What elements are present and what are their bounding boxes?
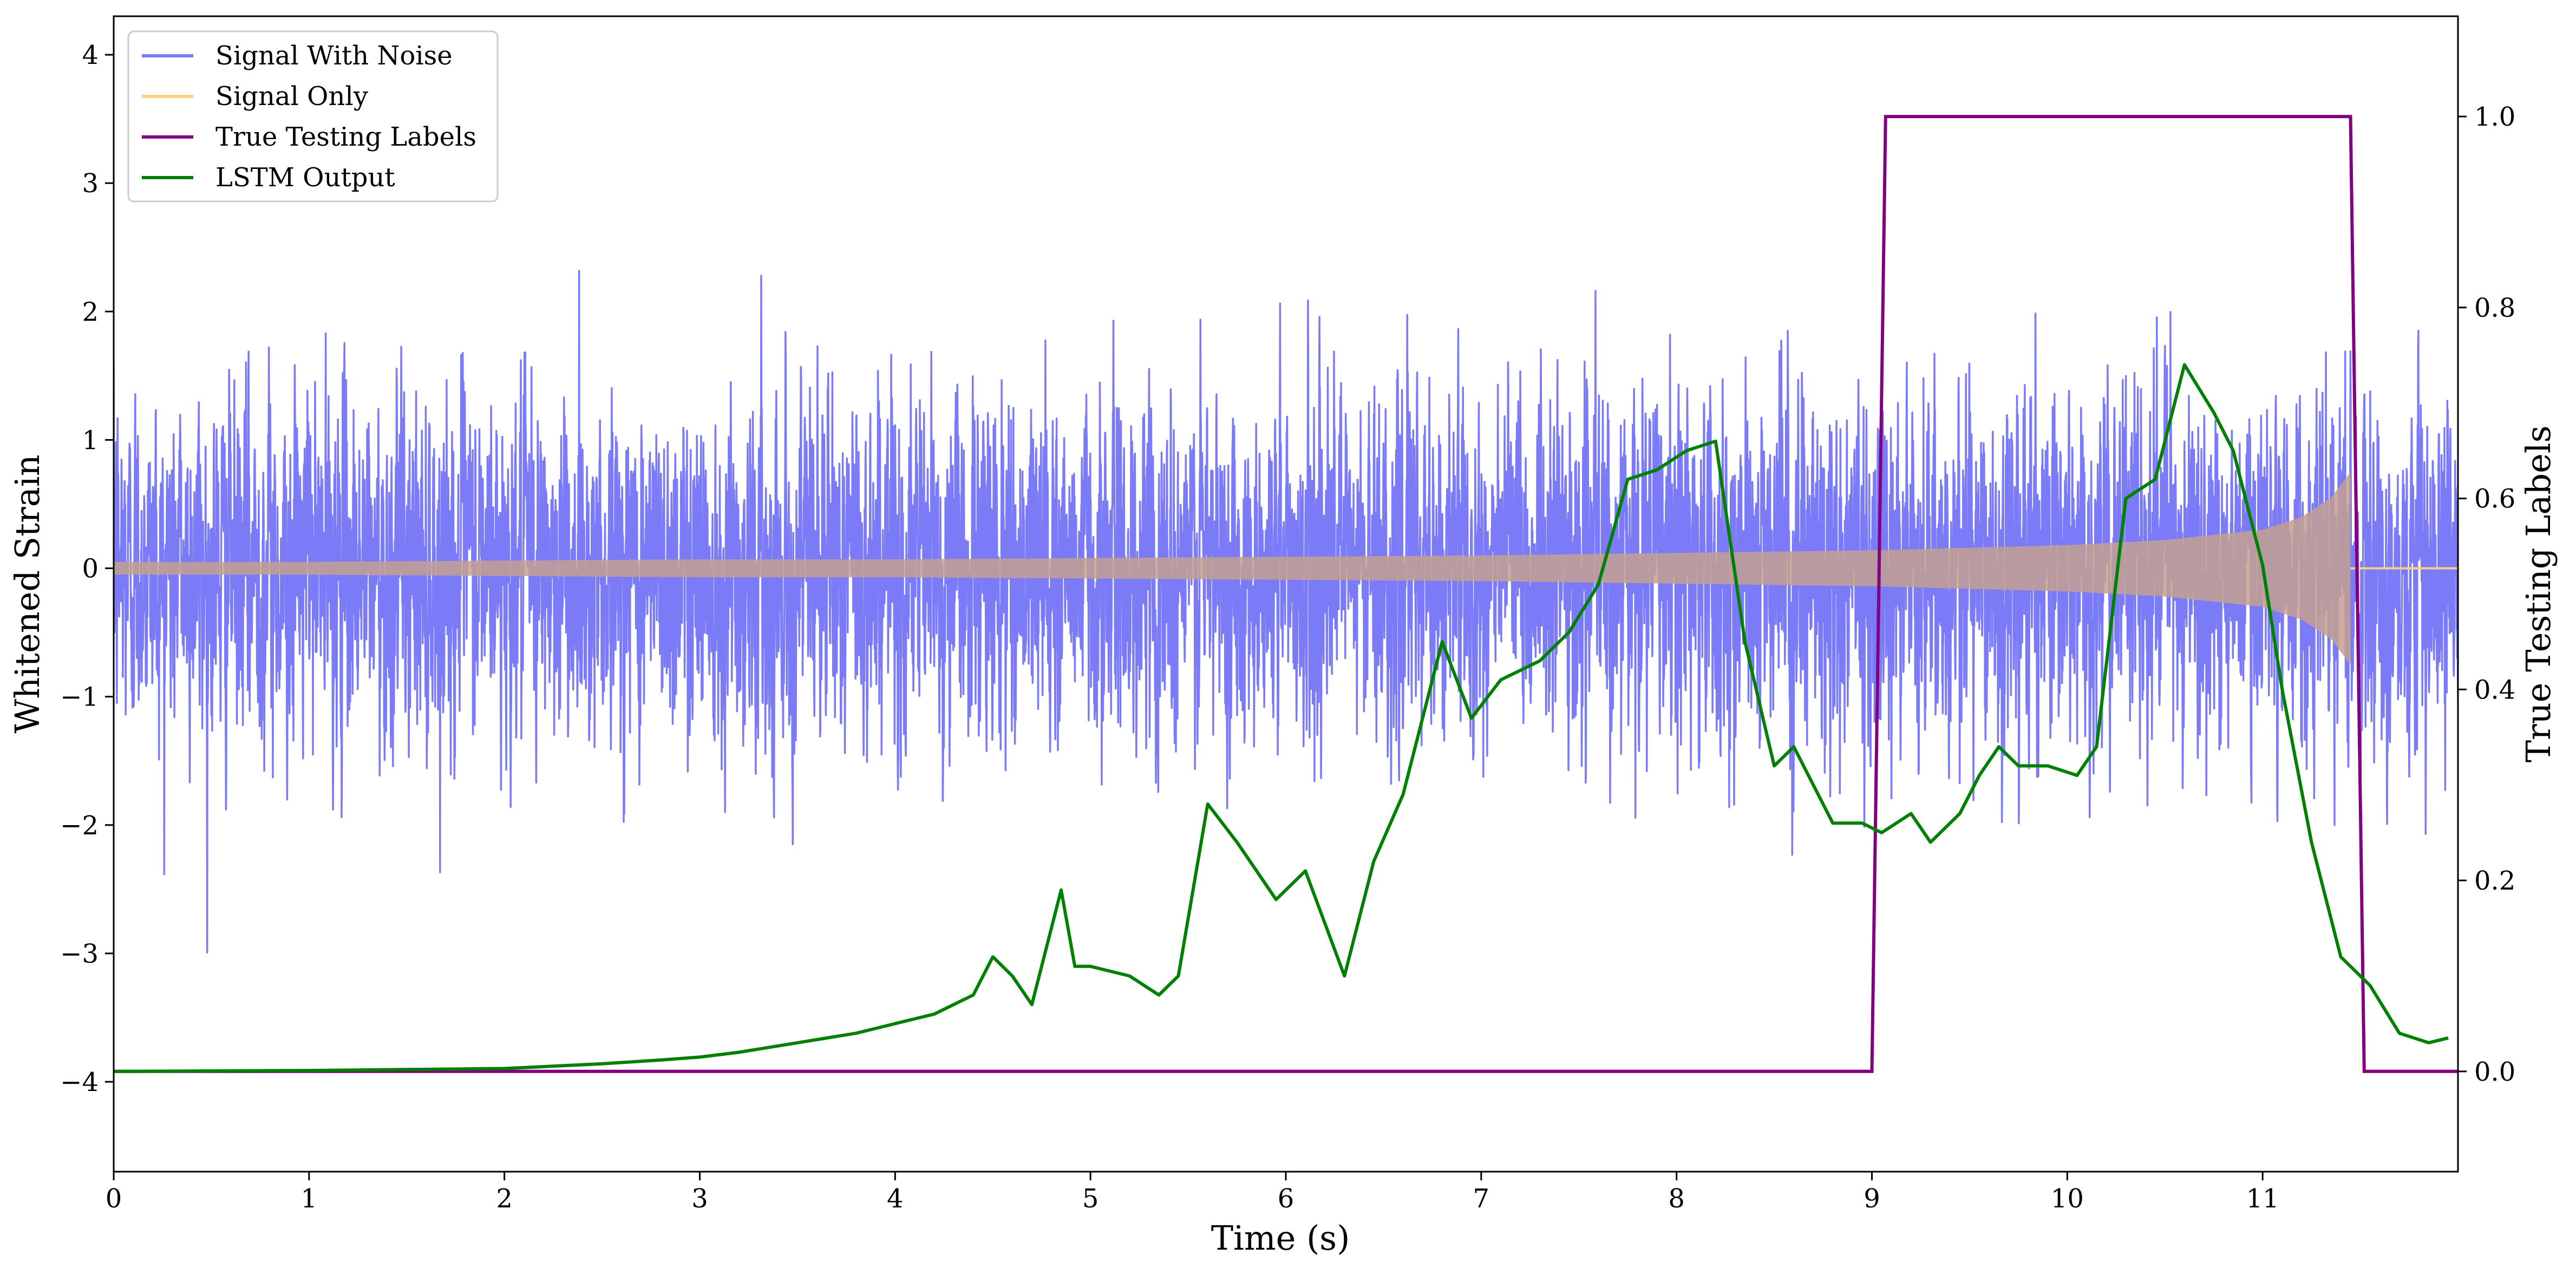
y-left-tick-label: 1 [82,425,99,455]
y-right-axis-ticks: 0.0 0.2 0.4 0.6 0.8 1.0 [2458,102,2515,1087]
y-right-axis-label: True Testing Labels [2519,426,2558,763]
true-testing-labels-line [114,115,2458,1073]
legend-entry: Signal Only [215,81,368,112]
x-tick-label: 1 [301,1184,318,1214]
plot-area [114,115,2458,1073]
x-tick-label: 3 [691,1184,708,1214]
legend-box [127,30,499,202]
y-right-tick-label: 0.0 [2474,1057,2515,1087]
y-right-tick-label: 0.8 [2474,293,2515,323]
x-tick-label: 8 [1668,1184,1685,1214]
x-tick-label: 4 [887,1184,904,1214]
signal-only-band [114,472,2351,665]
y-left-tick-label: −1 [60,682,99,713]
legend-entry: Signal With Noise [215,41,453,71]
y-left-axis-ticks: −4 −3 −2 −1 0 1 2 3 4 [60,40,114,1097]
x-tick-label: 0 [106,1184,122,1214]
y-left-tick-label: 0 [82,554,99,584]
y-right-tick-label: 0.4 [2474,675,2515,705]
legend-entry: LSTM Output [215,162,395,193]
y-right-tick-label: 0.2 [2474,866,2515,896]
legend-entry: True Testing Labels [215,122,476,152]
y-right-tick-label: 0.6 [2474,484,2515,514]
y-left-axis-label: Whitened Strain [8,455,47,734]
y-right-tick-label: 1.0 [2474,102,2515,132]
x-tick-label: 2 [496,1184,513,1214]
signal-with-noise-line [114,270,2458,954]
y-left-tick-label: 3 [82,168,99,199]
x-tick-label: 7 [1473,1184,1490,1214]
legend: Signal With Noise Signal Only True Testing… [127,30,499,202]
y-left-tick-label: 2 [82,297,99,327]
x-tick-label: 9 [1864,1184,1880,1214]
x-axis-ticks: 0 1 2 3 4 5 6 7 8 9 10 11 [106,1172,2279,1214]
y-left-tick-label: −4 [60,1067,99,1097]
lstm-output-line [114,363,2449,1073]
y-left-tick-label: −3 [60,939,99,969]
x-tick-label: 5 [1082,1184,1099,1214]
y-left-tick-label: 4 [82,40,99,70]
x-tick-label: 11 [2246,1184,2279,1214]
x-tick-label: 6 [1278,1184,1294,1214]
x-tick-label: 10 [2051,1184,2084,1214]
y-left-tick-label: −2 [60,811,99,841]
x-axis-label: Time (s) [1211,1218,1350,1258]
